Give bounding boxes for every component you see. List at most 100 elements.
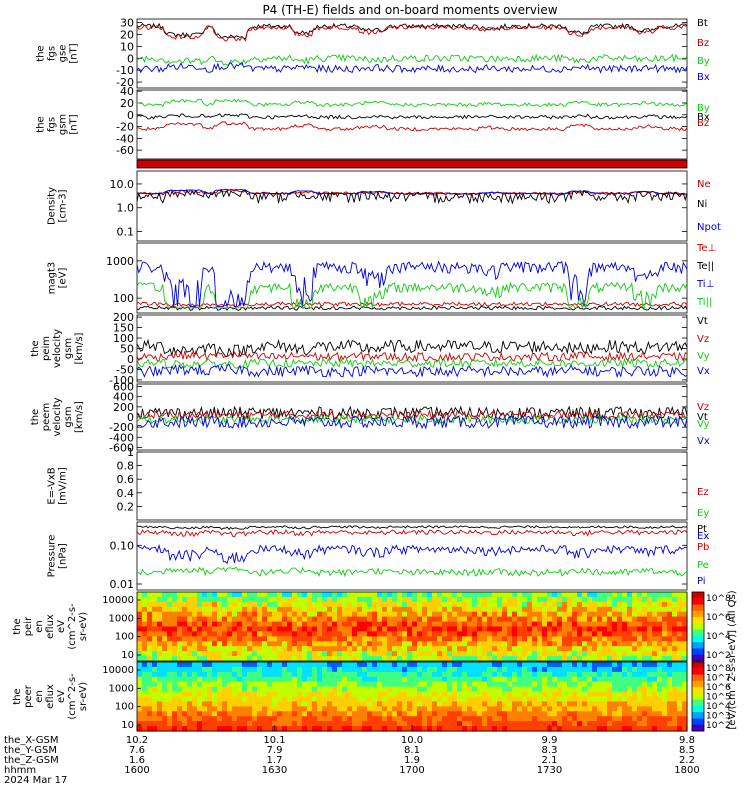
heatmap-cell [372,651,378,657]
heatmap-cell [482,646,488,652]
heatmap-cell [682,671,688,678]
heatmap-cell [497,696,503,702]
heatmap-cell [172,676,178,683]
heatmap-cell [537,606,543,613]
heatmap-cell [532,611,538,618]
heatmap-cell [327,606,333,613]
heatmap-cell [142,646,148,652]
heatmap-cell [467,711,473,717]
heatmap-cell [677,601,683,608]
heatmap-cell [447,592,453,598]
heatmap-cell [597,616,603,623]
heatmap-cell [147,696,153,702]
y-tick-label: 10000 [102,595,134,606]
heatmap-cell [247,606,253,613]
heatmap-cell [187,662,193,668]
heatmap-cell [502,626,508,632]
heatmap-cell [157,671,163,678]
heatmap-cell [162,696,168,702]
heatmap-cell [442,701,448,707]
heatmap-cell [522,662,528,668]
heatmap-cell [467,601,473,608]
heatmap-cell [432,716,438,722]
heatmap-cell [572,651,578,657]
heatmap-cell [377,726,383,732]
heatmap-cell [512,641,518,647]
heatmap-cell [617,621,623,628]
heatmap-cell [452,711,458,717]
heatmap-cell [522,701,528,707]
heatmap-cell [657,596,663,603]
heatmap-cell [162,651,168,657]
heatmap-cell [607,686,613,693]
heatmap-cell [337,686,343,693]
heatmap-cell [342,626,348,632]
heatmap-cell [257,626,263,632]
heatmap-cell [617,662,623,668]
heatmap-cell [237,651,243,657]
heatmap-cell [287,686,293,693]
heatmap-cell [532,666,538,673]
heatmap-cell [272,691,278,698]
heatmap-cell [462,701,468,707]
heatmap-cell [382,611,388,618]
heatmap-cell [307,706,313,712]
heatmap-cell [617,721,623,727]
heatmap-cell [417,711,423,717]
heatmap-cell [262,611,268,618]
heatmap-cell [352,601,358,608]
heatmap-cell [657,686,663,693]
heatmap-cell [582,651,588,657]
heatmap-cell [567,711,573,717]
heatmap-cell [517,711,523,717]
heatmap-cell [272,651,278,657]
heatmap-cell [152,686,158,693]
heatmap-cell [612,686,618,693]
heatmap-cell [137,706,143,712]
heatmap-cell [572,606,578,613]
heatmap-cell [192,671,198,678]
heatmap-cell [532,696,538,702]
heatmap-cell [577,686,583,693]
heatmap-cell [682,651,688,657]
heatmap-cell [532,716,538,722]
heatmap-cell [172,631,178,637]
heatmap-cell [307,646,313,652]
heatmap-cell [367,701,373,707]
heatmap-cell [437,721,443,727]
heatmap-cell [237,686,243,693]
heatmap-cell [587,592,593,598]
heatmap-cell [632,626,638,632]
heatmap-cell [637,621,643,628]
heatmap-cell [482,681,488,688]
heatmap-cell [407,626,413,632]
heatmap-cell [272,646,278,652]
heatmap-cell [442,636,448,642]
heatmap-cell [192,721,198,727]
heatmap-cell [182,601,188,608]
heatmap-cell [577,631,583,637]
heatmap-cell [232,691,238,698]
heatmap-cell [667,646,673,652]
heatmap-cell [322,701,328,707]
heatmap-cell [282,696,288,702]
heatmap-cell [577,662,583,668]
heatmap-cell [282,691,288,698]
heatmap-cell [482,662,488,668]
colorbar-segment [692,712,704,719]
heatmap-cell [612,641,618,647]
heatmap-cell [552,666,558,673]
heatmap-cell [202,611,208,618]
heatmap-cell [507,601,513,608]
heatmap-cell [682,611,688,618]
heatmap-cell [342,716,348,722]
heatmap-cell [422,676,428,683]
heatmap-cell [362,676,368,683]
heatmap-cell [202,716,208,722]
heatmap-cell [532,676,538,683]
heatmap-cell [657,646,663,652]
heatmap-cell [682,721,688,727]
heatmap-cell [212,716,218,722]
heatmap-cell [172,651,178,657]
heatmap-cell [232,626,238,632]
